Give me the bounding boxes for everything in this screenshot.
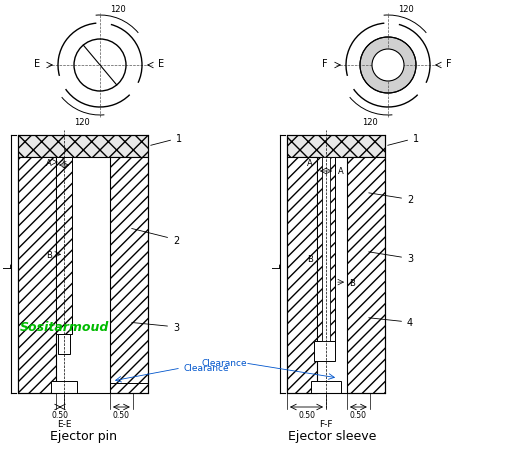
Text: 0.50: 0.50 xyxy=(52,410,69,419)
Bar xyxy=(314,341,335,361)
Text: 1: 1 xyxy=(388,134,419,146)
Text: B: B xyxy=(307,254,313,263)
Bar xyxy=(287,157,317,393)
Text: 120: 120 xyxy=(362,118,378,127)
Bar xyxy=(287,136,385,157)
Text: 3: 3 xyxy=(132,322,179,332)
Text: B: B xyxy=(349,278,355,287)
Text: B: B xyxy=(46,250,52,259)
Bar xyxy=(110,157,148,393)
Text: Ejector sleeve: Ejector sleeve xyxy=(288,429,376,442)
Text: 0.50: 0.50 xyxy=(298,410,315,419)
Bar xyxy=(51,381,77,393)
Text: Ejector pin: Ejector pin xyxy=(50,429,116,442)
Bar xyxy=(317,157,335,341)
Text: 120: 120 xyxy=(398,5,414,14)
Text: A: A xyxy=(338,167,344,176)
Text: 3: 3 xyxy=(369,252,413,264)
Text: 120: 120 xyxy=(74,118,90,127)
Text: 0.50: 0.50 xyxy=(350,410,367,419)
Text: F-F: F-F xyxy=(319,419,333,428)
Text: L: L xyxy=(272,262,282,267)
Text: E: E xyxy=(158,59,164,69)
Text: Clearance: Clearance xyxy=(183,364,229,373)
Text: E-E: E-E xyxy=(57,419,71,428)
Bar xyxy=(58,334,70,354)
Text: A: A xyxy=(46,158,52,167)
Bar xyxy=(311,381,341,393)
Text: F: F xyxy=(323,59,328,69)
Bar xyxy=(18,157,56,393)
Text: E: E xyxy=(34,59,40,69)
Text: Clearance: Clearance xyxy=(201,359,247,368)
Text: L: L xyxy=(3,262,13,267)
Text: 1: 1 xyxy=(151,134,182,146)
Bar xyxy=(322,157,330,341)
Text: 2: 2 xyxy=(132,229,179,245)
Bar xyxy=(56,157,72,334)
Circle shape xyxy=(372,50,404,82)
Text: 4: 4 xyxy=(369,318,413,328)
Polygon shape xyxy=(360,38,416,94)
Text: F: F xyxy=(446,59,452,69)
Text: 0.50: 0.50 xyxy=(113,410,130,419)
Bar xyxy=(18,136,148,157)
Text: Sositarmoud: Sositarmoud xyxy=(20,321,110,334)
Text: 2: 2 xyxy=(369,193,413,205)
Text: C: C xyxy=(62,157,66,162)
Text: 120: 120 xyxy=(110,5,126,14)
Text: A: A xyxy=(307,158,313,167)
Bar xyxy=(347,157,385,393)
